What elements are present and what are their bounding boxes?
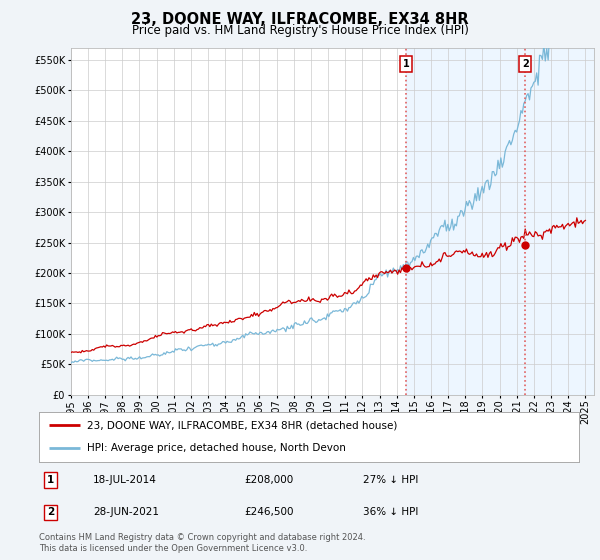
Text: 18-JUL-2014: 18-JUL-2014 [93,475,157,486]
Bar [406,48,594,395]
Text: £246,500: £246,500 [244,507,294,517]
Text: 1: 1 [403,59,409,69]
Text: £208,000: £208,000 [244,475,293,486]
Text: Contains HM Land Registry data © Crown copyright and database right 2024.
This d: Contains HM Land Registry data © Crown c… [39,533,365,553]
Text: 36% ↓ HPI: 36% ↓ HPI [363,507,418,517]
Text: 28-JUN-2021: 28-JUN-2021 [93,507,159,517]
Text: 1: 1 [47,475,55,486]
Text: 2: 2 [522,59,529,69]
Text: 23, DOONE WAY, ILFRACOMBE, EX34 8HR: 23, DOONE WAY, ILFRACOMBE, EX34 8HR [131,12,469,27]
Text: 2: 2 [47,507,55,517]
Text: 27% ↓ HPI: 27% ↓ HPI [363,475,418,486]
Text: 23, DOONE WAY, ILFRACOMBE, EX34 8HR (detached house): 23, DOONE WAY, ILFRACOMBE, EX34 8HR (det… [86,420,397,430]
Text: Price paid vs. HM Land Registry's House Price Index (HPI): Price paid vs. HM Land Registry's House … [131,24,469,36]
Text: HPI: Average price, detached house, North Devon: HPI: Average price, detached house, Nort… [86,444,346,454]
